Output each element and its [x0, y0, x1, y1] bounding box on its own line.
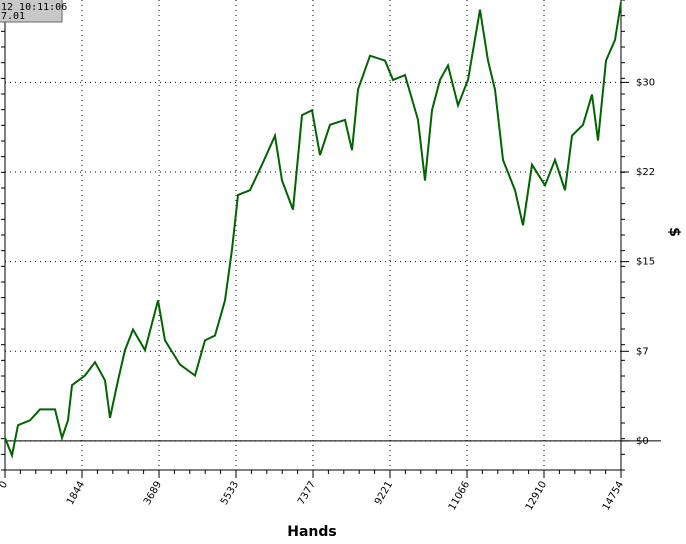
tooltip-box: [0, 0, 63, 23]
x-tick-label: 1844: [65, 480, 87, 508]
y-tick-label: $30: [636, 77, 655, 88]
tooltip: 12 10:11:06 7.01: [0, 0, 67, 23]
tooltip-line: 7.01: [1, 11, 25, 22]
y-tick-label: $15: [636, 257, 655, 268]
x-tick-label: 7377: [296, 480, 318, 508]
tooltip-line: 12 10:11:06: [1, 2, 67, 13]
data-line: [4, 2, 622, 460]
x-tick-label: 14754: [601, 480, 626, 513]
x-tick-label: 5533: [219, 480, 241, 508]
x-axis-label: Hands: [287, 524, 337, 540]
x-tick-label: 12910: [524, 480, 549, 513]
x-tick-label: 0: [0, 480, 10, 491]
x-tick-label: 3689: [142, 480, 164, 508]
y-tick-label: $22: [636, 167, 655, 178]
y-axis-label: $: [666, 227, 682, 237]
x-tick-label: 9221: [373, 480, 395, 508]
x-tick-label: 11066: [447, 480, 472, 513]
y-tick-label: $7: [636, 346, 649, 357]
